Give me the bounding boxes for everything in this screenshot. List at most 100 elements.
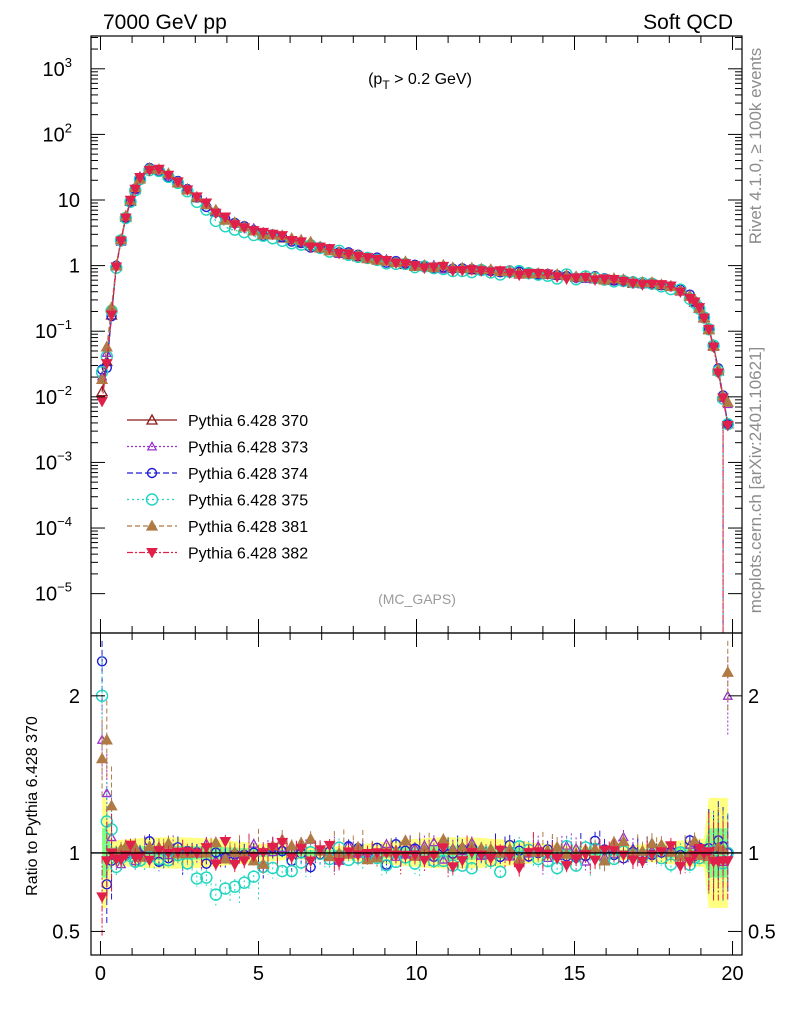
pt-cut-annotation: (pT > 0.2 GeV) <box>368 71 472 92</box>
ratio-point <box>238 876 251 889</box>
ratio-y-tick-label-left: 1 <box>69 843 80 865</box>
ratio-point <box>314 845 326 856</box>
ratio-point <box>446 843 459 855</box>
ratio-y-tick-label-right: 2 <box>748 686 759 708</box>
main-point <box>579 273 592 284</box>
ratio-point <box>598 854 611 866</box>
ratio-point <box>418 855 431 867</box>
ratio-point <box>333 857 345 869</box>
series-main-0 <box>95 162 734 633</box>
ratio-point <box>465 862 479 875</box>
ratio-point <box>124 840 137 852</box>
ratio-point <box>228 860 241 871</box>
ratio-point <box>228 845 241 857</box>
ratio-point <box>399 834 412 846</box>
ratio-point <box>551 840 564 852</box>
ratio-point <box>665 841 677 852</box>
legend-entry: Pythia 6.428 375 <box>127 493 308 510</box>
x-tick-label: 20 <box>721 963 743 985</box>
pt-cut-sub: T <box>382 78 390 92</box>
ratio-point <box>304 832 317 844</box>
legend-label: Pythia 6.428 382 <box>188 546 308 563</box>
ratio-point <box>560 847 573 859</box>
ratio-point <box>219 837 232 848</box>
ratio-y-tick-label-left: 2 <box>69 686 80 708</box>
main-frame <box>90 35 743 634</box>
ratio-point <box>101 787 113 798</box>
legend-entry: Pythia 6.428 374 <box>127 466 308 483</box>
ratio-point <box>143 840 156 852</box>
legend-marker <box>145 413 159 425</box>
main-point <box>129 184 142 196</box>
ratio-point <box>323 840 336 852</box>
legend-marker <box>146 548 158 559</box>
x-tick-label: 0 <box>95 963 106 985</box>
ratio-point <box>257 857 270 869</box>
ratio-point <box>674 861 687 873</box>
main-point <box>693 303 706 314</box>
legend-entry: Pythia 6.428 382 <box>127 546 308 563</box>
ratio-point <box>598 845 611 857</box>
main-point <box>721 420 734 432</box>
ratio-y-tick-label-right: 0.5 <box>748 921 776 943</box>
main-y-tick-label: 102 <box>43 120 72 146</box>
rivet-label: Rivet 4.1.0, ≥ 100k events <box>746 48 765 244</box>
ratio-point <box>95 752 109 764</box>
ratio-point <box>209 888 223 901</box>
x-tick-label: 10 <box>405 963 427 985</box>
ratio-point <box>143 855 156 867</box>
series-main-5 <box>96 164 734 633</box>
ratio-point <box>100 856 113 867</box>
ratio-point <box>191 848 203 860</box>
ratio-point <box>494 845 507 857</box>
legend-marker <box>146 440 158 451</box>
series-main-2 <box>96 162 733 633</box>
ratio-point <box>428 850 440 862</box>
ratio-point <box>513 863 526 875</box>
header-right: Soft QCD <box>643 11 733 34</box>
series-line-5 <box>101 168 729 426</box>
main-y-tick-label: 10−1 <box>35 317 72 343</box>
pt-cut-rest: > 0.2 GeV) <box>390 71 472 88</box>
ratio-point <box>96 892 108 903</box>
legend-label: Pythia 6.428 375 <box>188 493 308 510</box>
ratio-point <box>276 838 289 849</box>
main-y-tick-label: 10−3 <box>35 448 72 474</box>
main-y-tick-label: 10 <box>58 190 80 212</box>
legend-label: Pythia 6.428 381 <box>188 519 308 536</box>
legend: Pythia 6.428 370 Pythia 6.428 373 Pythia 6… <box>127 413 308 563</box>
legend-marker <box>145 493 159 506</box>
ratio-point <box>153 846 165 857</box>
series-line-3 <box>101 169 729 425</box>
legend-label: Pythia 6.428 373 <box>188 440 308 457</box>
ratio-point <box>247 870 260 883</box>
ratio-point <box>295 844 308 855</box>
ratio-point <box>209 859 222 871</box>
ratio-point <box>209 836 222 848</box>
main-point <box>143 165 156 177</box>
legend-marker <box>146 467 158 479</box>
ratio-point <box>266 842 279 854</box>
pt-cut-open: (p <box>368 71 382 88</box>
ratio-point <box>494 865 507 879</box>
ratio-point <box>438 854 449 864</box>
ratio-point <box>484 854 497 865</box>
ratio-point <box>684 857 696 868</box>
ratio-point <box>304 856 317 868</box>
ratio-point <box>636 857 649 868</box>
ratio-point <box>323 850 336 862</box>
legend-entry: Pythia 6.428 370 <box>127 413 308 430</box>
ratio-point <box>721 665 734 677</box>
ratio-point <box>190 872 204 885</box>
ratio-point <box>294 856 308 869</box>
x-tick-label: 15 <box>563 963 585 985</box>
main-y-tick-label: 103 <box>43 55 72 81</box>
main-point <box>209 208 222 220</box>
ratio-point <box>570 854 582 865</box>
legend-entry: Pythia 6.428 373 <box>127 440 308 457</box>
ratio-point <box>437 843 450 855</box>
ratio-y-tick-label-left: 0.5 <box>52 921 80 943</box>
ratio-point <box>560 861 573 872</box>
